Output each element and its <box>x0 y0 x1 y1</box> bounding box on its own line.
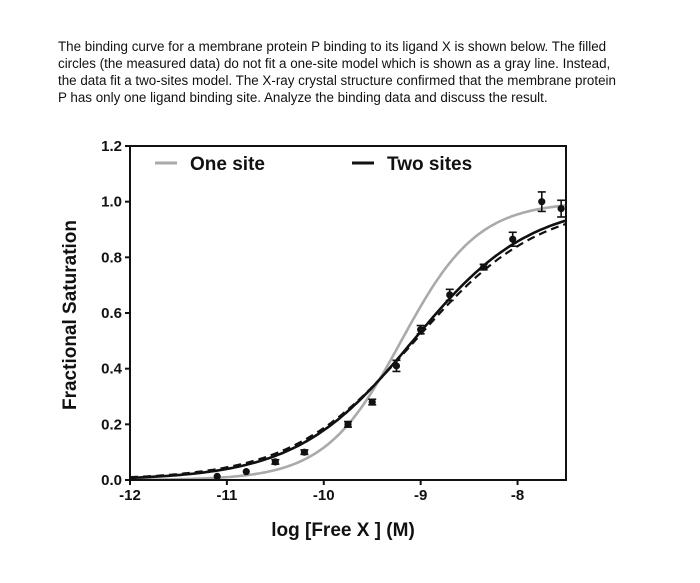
question-line-2: circles (the measured data) do not fit a… <box>58 56 611 71</box>
question-line-4: P has only one ligand binding site. Anal… <box>58 90 548 105</box>
x-axis-title: log [Free X ] (M) <box>271 520 415 541</box>
curve-two-sites <box>129 219 567 480</box>
data-point <box>417 326 425 334</box>
data-point <box>392 362 401 370</box>
data-point <box>368 398 376 406</box>
y-tick-label: 0.2 <box>101 416 122 433</box>
data-point <box>213 472 221 480</box>
y-axis-title: Fractional Saturation <box>60 220 81 410</box>
legend-label-one-site: One site <box>190 154 265 175</box>
data-point <box>538 198 546 206</box>
x-tick-label: -12 <box>119 487 141 504</box>
y-tick-label: 0.6 <box>101 305 122 322</box>
x-tick-label: -11 <box>216 487 237 504</box>
legend-label-two-sites: Two sites <box>387 154 472 175</box>
y-tick-label: 0.4 <box>101 361 123 378</box>
x-tick-label: -9 <box>414 487 427 504</box>
question-line-3: the data fit a two-sites model. The X-ra… <box>58 73 616 88</box>
plot-area <box>129 191 567 482</box>
question-text: The binding curve for a membrane protein… <box>58 38 678 106</box>
y-tick-label: 0.8 <box>101 249 122 266</box>
question-line-1: The binding curve for a membrane protein… <box>58 39 607 54</box>
curve-dashed <box>129 222 567 479</box>
data-point <box>509 235 517 243</box>
curve-one-site <box>130 204 567 482</box>
data-point <box>271 458 279 466</box>
x-tick-label: -10 <box>313 487 335 504</box>
data-point <box>344 420 352 428</box>
data-point <box>480 263 488 271</box>
x-tick-label: -8 <box>511 487 524 504</box>
y-tick-label: 1.0 <box>101 194 122 211</box>
plot-frame <box>129 145 567 481</box>
y-tick-label: 0.0 <box>101 472 122 489</box>
data-point <box>446 291 454 299</box>
data-point <box>557 205 565 213</box>
legend: One site Two sites <box>155 154 472 175</box>
axes: 0.0 0.2 0.4 0.6 0.8 1.0 1.2 -12 -11 -10 -9 -8 <box>101 138 567 504</box>
data-point <box>300 448 308 456</box>
y-tick-label: 1.2 <box>101 138 122 155</box>
data-point <box>242 468 250 476</box>
